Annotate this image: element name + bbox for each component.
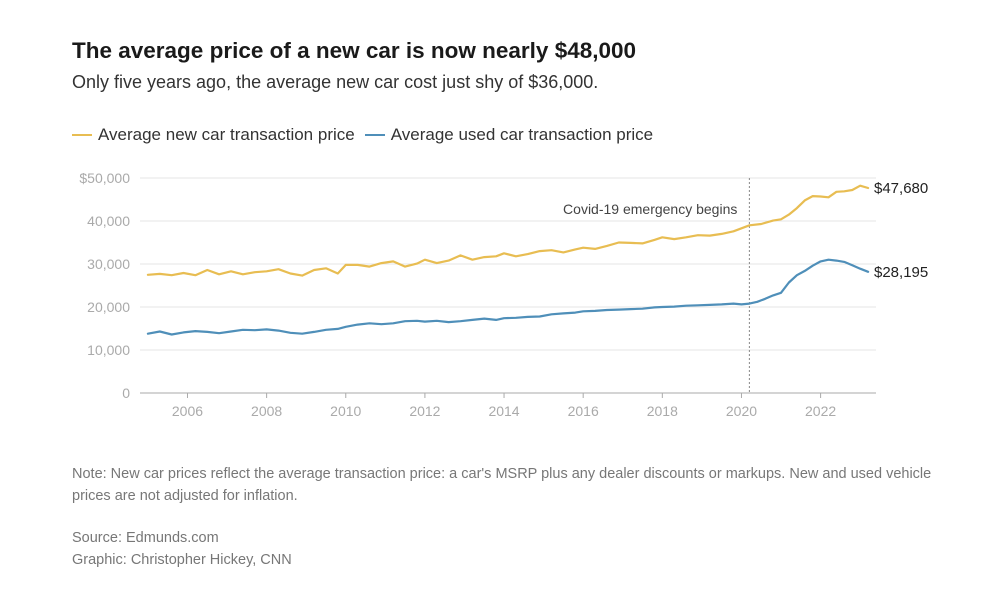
legend: Average new car transaction price Averag… bbox=[72, 125, 663, 145]
legend-item-new: Average new car transaction price bbox=[72, 125, 355, 145]
covid-annotation-label: Covid-19 emergency begins bbox=[563, 201, 737, 217]
y-tick-label: $50,000 bbox=[79, 170, 130, 186]
used-car-price-line bbox=[146, 258, 870, 336]
x-tick-label: 2010 bbox=[330, 403, 361, 419]
x-tick-label: 2016 bbox=[568, 403, 599, 419]
credit-text: Graphic: Christopher Hickey, CNN bbox=[72, 552, 292, 568]
y-tick-label: 0 bbox=[122, 385, 130, 401]
legend-label-used: Average used car transaction price bbox=[390, 125, 654, 144]
source-text: Source: Edmunds.com bbox=[72, 530, 219, 546]
x-tick-label: 2014 bbox=[488, 403, 519, 419]
chart-title: The average price of a new car is now ne… bbox=[72, 38, 637, 63]
x-tick-label: 2012 bbox=[409, 403, 440, 419]
y-tick-label: 30,000 bbox=[87, 256, 130, 272]
footnote: Note: New car prices reflect the average… bbox=[72, 466, 932, 504]
legend-item-used: Average used car transaction price bbox=[364, 125, 654, 145]
x-tick-label: 2006 bbox=[172, 403, 203, 419]
legend-swatch-used bbox=[364, 133, 385, 137]
chart-subtitle: Only five years ago, the average new car… bbox=[72, 72, 599, 92]
y-tick-label: 40,000 bbox=[87, 213, 130, 229]
y-tick-label: 20,000 bbox=[87, 299, 130, 315]
new-car-end-label: $47,680 bbox=[874, 180, 928, 197]
legend-label-new: Average new car transaction price bbox=[98, 125, 355, 144]
used-car-end-label: $28,195 bbox=[874, 264, 928, 281]
x-tick-label: 2022 bbox=[805, 403, 836, 419]
x-tick-label: 2008 bbox=[251, 403, 282, 419]
y-tick-label: 10,000 bbox=[87, 342, 130, 358]
new-car-price-line bbox=[146, 184, 870, 277]
x-tick-label: 2018 bbox=[647, 403, 678, 419]
source-block: Source: Edmunds.com Graphic: Christopher… bbox=[72, 527, 292, 571]
legend-swatch-new bbox=[72, 133, 92, 137]
x-tick-label: 2020 bbox=[726, 403, 757, 419]
